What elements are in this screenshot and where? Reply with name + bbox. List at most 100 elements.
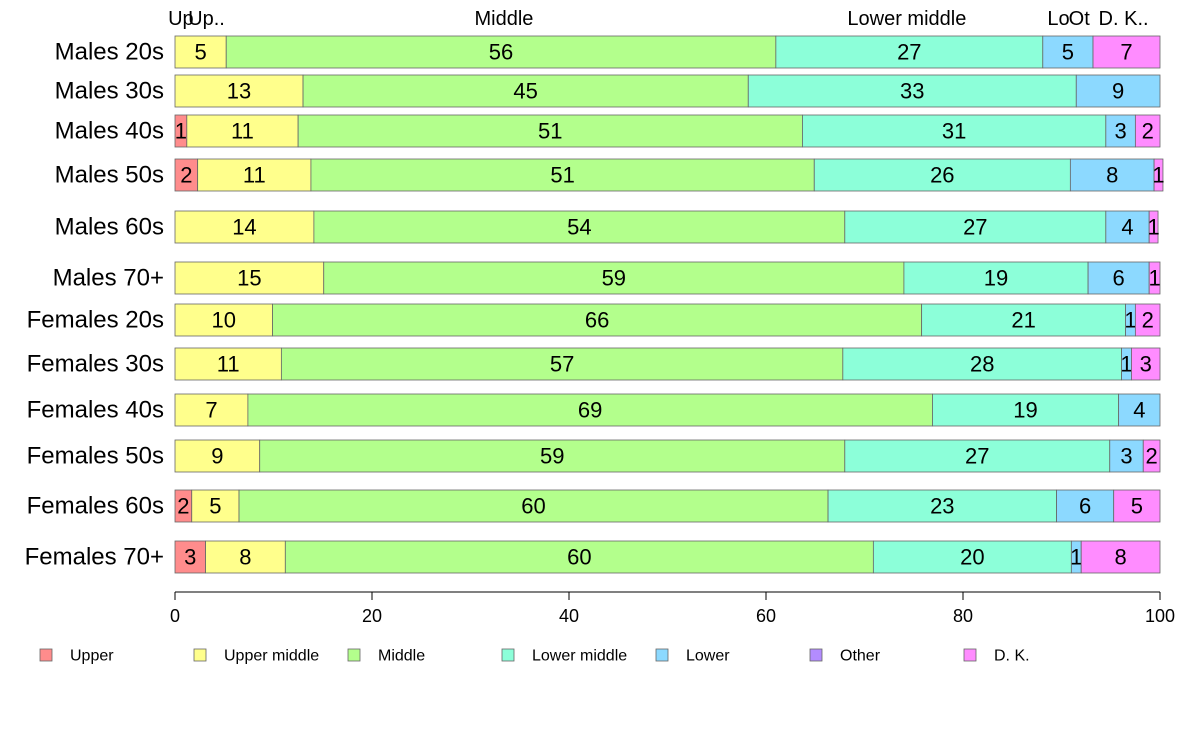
data-label: 2 — [180, 163, 192, 188]
legend-label: Upper — [70, 648, 114, 665]
x-tick-label: 100 — [1145, 606, 1175, 626]
data-label: 9 — [211, 444, 223, 469]
bar-segment — [310, 158, 815, 192]
bar-segment — [174, 74, 304, 108]
data-label: 20 — [960, 545, 984, 570]
data-label: 60 — [521, 494, 545, 519]
data-label: 27 — [965, 444, 989, 469]
data-label: 1 — [1120, 352, 1132, 377]
category-label: Females 30s — [27, 351, 164, 378]
bar-segment — [1134, 303, 1161, 337]
data-label: 56 — [489, 40, 513, 65]
category-label: Females 60s — [27, 493, 164, 520]
bar-segment — [921, 303, 1126, 337]
bar-segment — [174, 439, 261, 473]
data-label: 1 — [1152, 163, 1164, 188]
data-label: 19 — [984, 266, 1008, 291]
data-label: 13 — [227, 79, 251, 104]
data-label: 5 — [209, 494, 221, 519]
bar-segment — [844, 210, 1107, 244]
series-top-label: Up — [168, 8, 194, 30]
bar-segment — [197, 158, 312, 192]
data-label: 27 — [897, 40, 921, 65]
data-label: 6 — [1079, 494, 1091, 519]
bar-segment — [1148, 210, 1159, 244]
data-label: 23 — [930, 494, 954, 519]
bar-segment — [1075, 74, 1161, 108]
bars: 5 56 27 5 713 45 33 91 11 51 31 3 22 11 51 26 8 114 54 27 4 1… — [174, 35, 1165, 574]
data-label: 3 — [1120, 444, 1132, 469]
data-label: 8 — [1114, 545, 1126, 570]
category-label: Males 70+ — [53, 265, 164, 292]
bar-segment — [313, 210, 846, 244]
data-label: 2 — [1142, 308, 1154, 333]
data-label: 28 — [970, 352, 994, 377]
bar-segment — [1113, 489, 1161, 523]
data-label: 26 — [930, 163, 954, 188]
bar-segment — [1105, 210, 1150, 244]
bar-segment — [225, 35, 777, 69]
data-label: 5 — [1062, 40, 1074, 65]
data-label: 1 — [1070, 545, 1082, 570]
data-label: 51 — [538, 119, 562, 144]
bar-segment — [1092, 35, 1161, 69]
data-label: 5 — [194, 40, 206, 65]
series-top-label: D. K.. — [1099, 8, 1149, 30]
bar-segment — [191, 489, 240, 523]
legend-swatch — [963, 648, 977, 662]
x-tick-label: 0 — [170, 606, 180, 626]
legend-swatch — [39, 648, 53, 662]
bar-segment — [297, 114, 803, 148]
series-top-label: Lower middle — [847, 8, 966, 30]
category-label: Females 70+ — [25, 544, 164, 571]
legend-swatch — [809, 648, 823, 662]
data-label: 7 — [205, 398, 217, 423]
data-label: 9 — [1112, 79, 1124, 104]
legend-label: Lower — [686, 648, 730, 665]
legend-label: D. K. — [994, 648, 1030, 665]
data-label: 33 — [900, 79, 924, 104]
data-label: 27 — [963, 215, 987, 240]
data-label: 19 — [1013, 398, 1037, 423]
bar-segment — [259, 439, 846, 473]
data-label: 57 — [550, 352, 574, 377]
legend: Upper Upper middle Middle Lower middle Lower… — [39, 648, 1030, 665]
data-label: 1 — [1124, 308, 1136, 333]
data-label: 2 — [1146, 444, 1158, 469]
bar-segment — [238, 489, 829, 523]
data-label: 69 — [578, 398, 602, 423]
bar-segment — [323, 261, 905, 295]
data-label: 59 — [602, 266, 626, 291]
x-axis: 0 20 40 60 80 100 — [170, 591, 1175, 626]
bar-segment — [247, 393, 933, 427]
series-top-label: Middle — [475, 8, 534, 30]
data-label: 4 — [1133, 398, 1145, 423]
x-tick-label: 60 — [756, 606, 776, 626]
data-label: 14 — [232, 215, 256, 240]
legend-swatch — [655, 648, 669, 662]
bar-segment — [174, 393, 249, 427]
bar-segment — [205, 540, 286, 574]
data-label: 54 — [567, 215, 591, 240]
data-label: 1 — [175, 119, 187, 144]
data-label: 11 — [243, 163, 266, 188]
legend-label: Other — [840, 648, 881, 665]
bar-segment — [280, 347, 844, 381]
data-label: 45 — [513, 79, 537, 104]
legend-label: Middle — [378, 648, 425, 665]
bar-segment — [1087, 261, 1150, 295]
data-label: 15 — [237, 266, 261, 291]
data-label: 2 — [1142, 119, 1154, 144]
bar-segment — [903, 261, 1089, 295]
x-tick-label: 20 — [362, 606, 382, 626]
bar-segment — [844, 439, 1111, 473]
data-label: 21 — [1011, 308, 1035, 333]
bar-segment — [284, 540, 874, 574]
category-label: Males 20s — [55, 39, 164, 66]
category-label: Females 50s — [27, 443, 164, 470]
category-label: Males 40s — [55, 118, 164, 145]
category-label: Males 50s — [55, 162, 164, 189]
data-label: 59 — [540, 444, 564, 469]
data-label: 10 — [212, 308, 236, 333]
